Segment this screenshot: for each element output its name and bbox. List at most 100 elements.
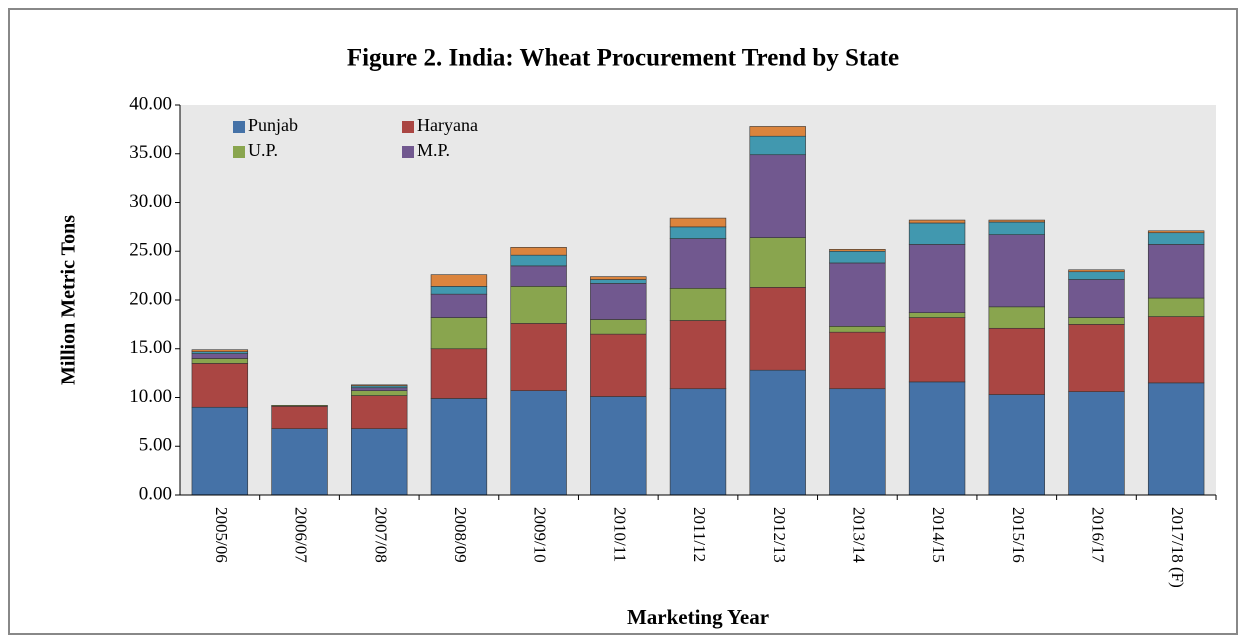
bar-segment [510,286,567,324]
y-tick-label: 35.00 [129,142,172,163]
bar-segment [510,247,567,256]
bar-segment [351,384,408,387]
bar-segment [1068,391,1125,496]
x-tick-label: 2014/15 [929,507,948,563]
bar-segment [988,234,1045,308]
bar-segment [1147,297,1205,317]
x-tick-label: 2009/10 [531,507,550,563]
bar-segment [191,349,249,352]
bar-segment [829,249,886,252]
bar-segment [908,219,966,224]
bar-segment [430,286,488,295]
bar-segment [590,396,647,496]
y-tick-label: 25.00 [129,240,172,261]
bar-segment [590,319,647,335]
legend-label: M.P. [417,140,450,160]
y-tick-label: 15.00 [129,337,172,358]
bar-segment [749,154,806,238]
bar-segment [191,363,249,408]
x-tick-label: 2007/08 [371,507,390,563]
bar-segment [829,331,886,390]
legend-swatch [402,121,414,133]
y-tick-label: 5.00 [139,435,172,456]
x-axis-label: Marketing Year [627,605,769,629]
legend-label: Haryana [417,115,478,135]
bar-segment [430,317,488,350]
x-tick-label: 2012/13 [770,507,789,563]
y-tick-label: 30.00 [129,191,172,212]
legend-label: U.P. [248,140,278,160]
x-tick-label: 2005/06 [212,507,231,563]
x-tick-label: 2011/12 [690,507,709,562]
bar-segment [191,358,249,364]
bar-segment [590,333,647,397]
bar-segment [908,312,966,318]
bar-segment [430,293,488,318]
bar-segment [988,394,1045,496]
bar-segment [510,323,567,391]
bar-segment [351,428,408,496]
bar-segment [749,287,806,371]
bar-segment [590,276,647,280]
x-tick-label: 2015/16 [1009,507,1028,563]
bar-segment [749,135,806,156]
legend-swatch [233,146,245,158]
bar-segment [829,250,886,264]
bar-segment [510,390,567,496]
bar-segment [351,390,408,396]
bar-segment [749,126,806,137]
bar-segment [351,395,408,429]
bar-segment [510,254,567,267]
y-tick-label: 10.00 [129,386,172,407]
bar-segment [1147,230,1205,234]
bar-segment [1147,244,1205,299]
bar-segment [669,320,727,390]
bar-segment [1147,232,1205,245]
bar-segment [988,306,1045,329]
bar-segment [1068,271,1125,280]
x-tick-label: 2010/11 [610,507,629,562]
bar-segment [191,353,249,359]
bar-segment [271,428,328,496]
legend-label: Punjab [248,115,298,135]
bar-segment [669,217,727,228]
bar-segment [908,317,966,383]
bar-segment [669,238,727,289]
chart-title: Figure 2. India: Wheat Procurement Trend… [347,45,899,72]
y-tick-label: 20.00 [129,288,172,309]
bar-segment [669,226,727,239]
bar-segment [1068,279,1125,318]
bar-segment [1068,269,1125,273]
x-tick-label: 2016/17 [1089,507,1108,563]
bar-segment [1068,317,1125,325]
bar-segment [908,381,966,496]
bar-segment [1147,316,1205,384]
bar-segment [669,388,727,496]
x-tick-label: 2006/07 [292,507,311,563]
bar-segment [829,262,886,327]
bar-segment [1147,382,1205,496]
bar-segment [988,221,1045,235]
y-tick-label: 0.00 [139,483,172,504]
x-tick-label: 2017/18 (F) [1168,507,1187,588]
bar-segment [908,244,966,313]
bar-segment [749,369,806,496]
bar-segment [510,265,567,287]
bar-segment [271,404,328,407]
bar-segment [430,398,488,496]
bar-segment [351,387,408,391]
x-tick-label: 2008/09 [451,507,470,563]
bar-segment [669,287,727,321]
bar-segment [829,388,886,496]
bar-segment [590,283,647,320]
legend-swatch [233,121,245,133]
bar-segment [590,279,647,284]
x-tick-label: 2013/14 [849,507,868,563]
bar-segment [430,274,488,287]
y-axis-label: Million Metric Tons [58,215,80,385]
bar-segment [908,222,966,245]
bar-segment [1068,324,1125,392]
bar-segment [829,326,886,333]
y-tick-label: 40.00 [129,93,172,114]
